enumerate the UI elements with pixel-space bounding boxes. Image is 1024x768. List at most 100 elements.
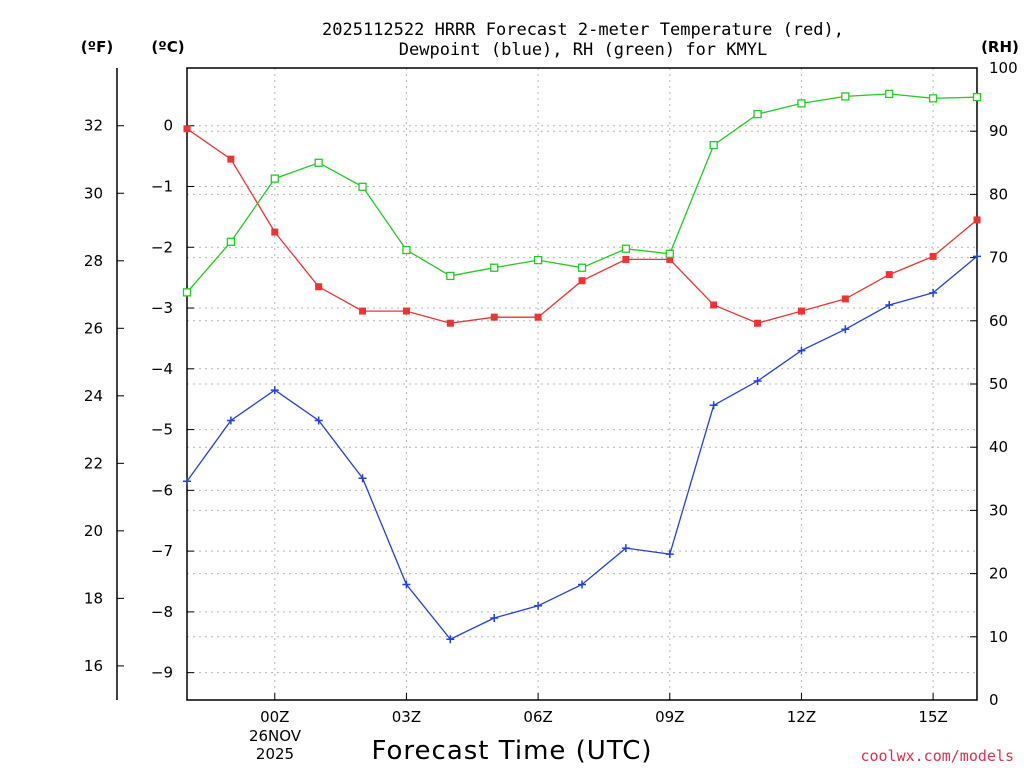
temperature-point [446,319,454,327]
dewpoint-point [226,416,235,425]
dewpoint-point [841,325,850,334]
grid-lines [187,68,977,700]
rh-point [753,109,762,119]
rh-point [358,182,367,191]
temperature-point [534,313,542,321]
rh-point [709,140,718,150]
dewpoint-point [446,635,455,644]
celsius-tick-label: −8 [151,603,173,621]
rh-point [665,249,674,258]
temperature-point [271,228,279,236]
chart-title-line-1: 2025112522 HRRR Forecast 2-meter Tempera… [322,20,844,40]
x-tick-label: 09Z [655,708,684,726]
fahrenheit-tick-label: 20 [84,522,103,540]
dewpoint-point [929,288,938,297]
dewpoint-point [665,550,674,559]
celsius-tick-label: −4 [151,360,173,378]
rh-point [446,271,455,281]
celsius-tick-label: −7 [151,542,173,560]
rh-tick-label: 30 [989,501,1008,519]
fahrenheit-tick-label: 28 [84,252,103,270]
celsius-tick-label: 0 [163,117,173,135]
axes [116,67,978,701]
temperature-point [754,319,762,327]
fahrenheit-tick-label: 16 [84,657,103,675]
rh-point [621,244,631,253]
rh-point [928,94,938,103]
rh-point [402,245,411,255]
plot-frame [186,67,978,701]
dewpoint-point [797,346,806,355]
rh-tick-label: 40 [989,438,1008,456]
dewpoint-point [402,580,411,589]
fahrenheit-tick-label: 24 [84,387,103,405]
fahrenheit-tick-label: 30 [84,184,103,202]
dewpoint-point [490,613,499,622]
dewpoint-point [885,301,894,309]
x-tick-label: 00Z [260,708,289,726]
dewpoint-point [578,580,586,589]
rh-point [577,263,587,272]
dewpoint-point [621,544,630,553]
rh-point [270,174,279,183]
rh-point [841,92,850,101]
temperature-point [227,155,235,163]
rh-tick-label: 10 [989,628,1008,646]
x-date-label-year: 2025 [256,745,294,763]
dewpoint-point [973,252,981,261]
rh-tick-label: 60 [989,312,1008,330]
temperature-point [973,216,981,224]
temperature-point [359,307,367,315]
dewpoint-point [534,601,543,610]
temperature-line [186,128,978,324]
temperature-point [841,295,849,303]
celsius-tick-label: −2 [151,238,173,256]
x-date-label-day: 26NOV [249,727,302,745]
celsius-tick-label: −3 [151,299,173,317]
fahrenheit-tick-label: 32 [84,117,103,135]
fahrenheit-tick-label: 26 [84,319,103,337]
rh-point [797,99,806,108]
x-tick-label: 03Z [392,708,421,726]
rh-unit-label: (RH) [981,38,1019,56]
dewpoint-point [358,474,367,483]
temperature-point [797,307,805,315]
dewpoint-point [753,376,762,385]
x-tick-label: 12Z [787,708,816,726]
celsius-unit-label: (ºC) [151,38,184,56]
fahrenheit-tick-label: 22 [84,454,103,472]
celsius-tick-label: −9 [151,664,173,682]
dewpoint-point [270,386,279,395]
rh-tick-label: 90 [989,122,1008,140]
rh-line [186,93,978,293]
x-tick-label: 06Z [523,708,552,726]
rh-point [314,158,323,167]
rh-point [972,92,982,102]
rh-tick-label: 50 [989,375,1008,393]
temperature-point [710,301,718,309]
x-tick-label: 15Z [918,708,947,726]
rh-point [885,89,894,99]
temperature-point [622,255,630,263]
chart-title-line-2: Dewpoint (blue), RH (green) for KMYL [399,40,767,60]
rh-tick-label: 0 [989,691,999,709]
temperature-point [402,307,410,315]
rh-tick-label: 100 [989,59,1018,77]
rh-point [226,237,236,246]
rh-point [490,263,499,272]
temperature-point [929,252,937,260]
temperature-point [490,313,498,321]
temperature-point [885,271,893,279]
data-series [182,89,982,644]
fahrenheit-tick-label: 18 [84,589,103,607]
temperature-point [183,125,191,133]
celsius-tick-label: −1 [151,178,173,196]
celsius-tick-label: −5 [151,421,173,439]
celsius-tick-label: −6 [151,481,173,499]
fahrenheit-unit-label: (ºF) [81,38,113,56]
rh-tick-label: 70 [989,249,1008,267]
credit-watermark: coolwx.com/models [860,747,1014,765]
rh-tick-label: 80 [989,185,1008,203]
dewpoint-point [314,416,323,425]
